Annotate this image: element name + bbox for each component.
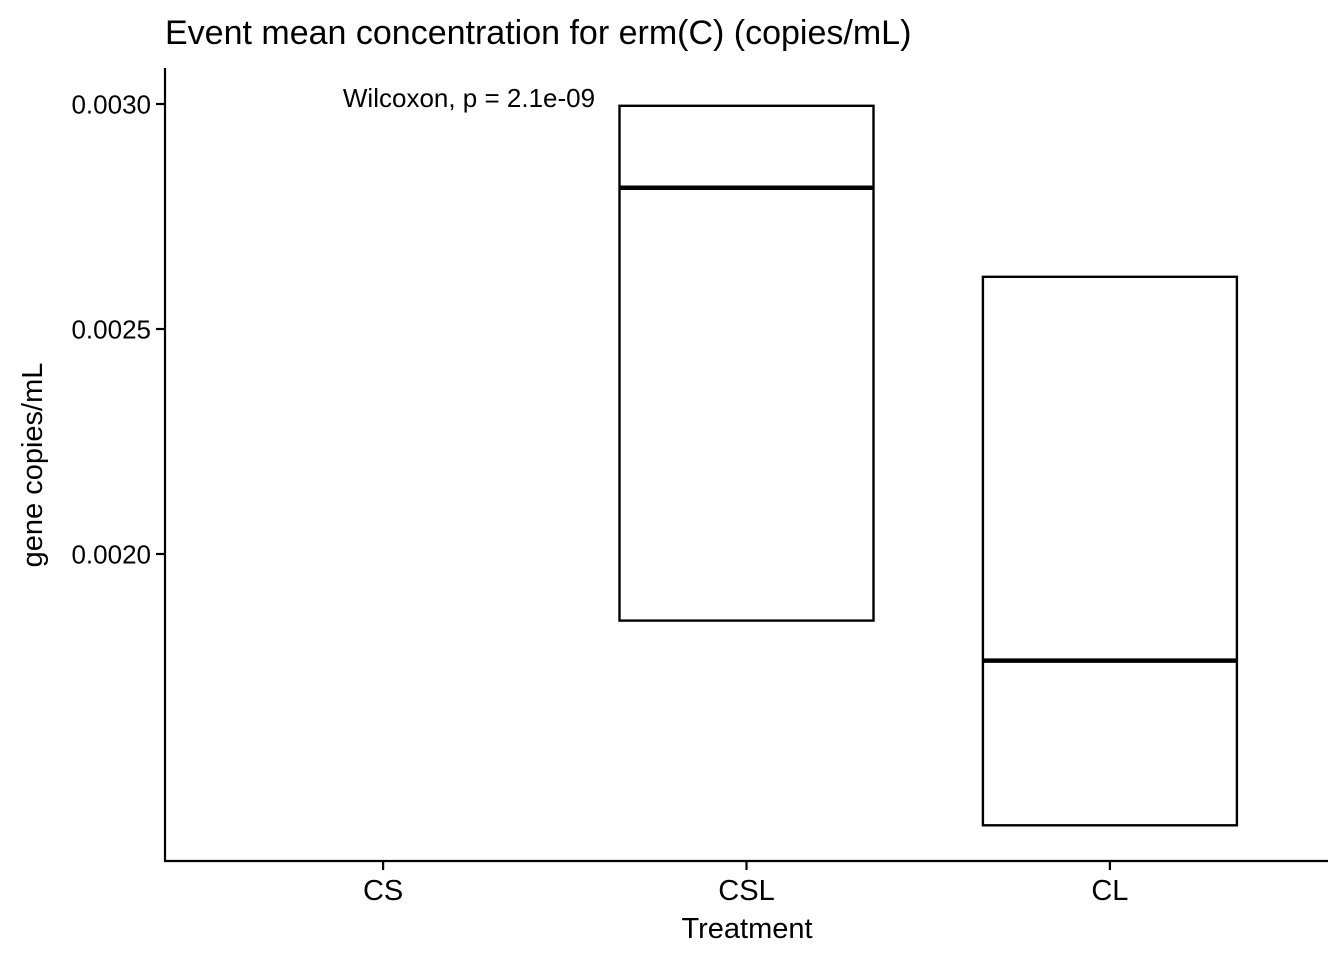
x-axis-ticks: CS CSL CL [363, 861, 1128, 907]
y-tick-label: 0.0020 [71, 540, 151, 570]
plot-area [618, 104, 1239, 827]
x-tick-label: CSL [718, 875, 774, 907]
box-cl [981, 275, 1239, 827]
y-tick-label: 0.0025 [71, 315, 151, 345]
x-axis-title: Treatment [681, 913, 812, 945]
x-tick-label: CS [363, 875, 403, 907]
y-axis-title: gene copies/mL [17, 363, 49, 568]
box-csl [618, 104, 875, 622]
y-tick-label: 0.0030 [71, 90, 151, 120]
wilcoxon-annotation: Wilcoxon, p = 2.1e-09 [343, 83, 595, 113]
y-axis-ticks: 0.0020 0.0025 0.0030 [71, 90, 165, 570]
chart-title: Event mean concentration for erm(C) (cop… [165, 14, 911, 52]
x-tick-label: CL [1091, 875, 1128, 907]
